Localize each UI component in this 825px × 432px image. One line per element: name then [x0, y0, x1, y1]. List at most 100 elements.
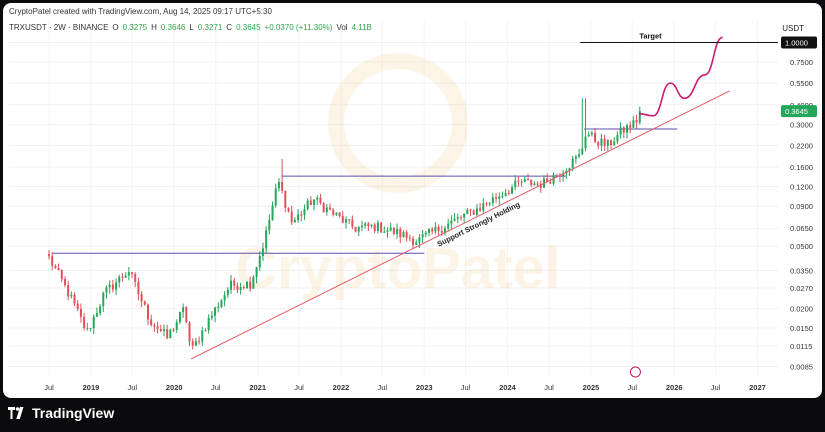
candle-body — [610, 140, 613, 146]
candle-body — [491, 197, 494, 204]
candle-body — [115, 282, 118, 290]
candle-body — [590, 132, 593, 135]
candle-body — [549, 182, 552, 184]
candle-body — [396, 229, 399, 234]
y-tick-label: 0.0085 — [790, 362, 813, 371]
x-tick-label: 2026 — [666, 383, 683, 392]
footer: TradingView — [8, 405, 114, 421]
candle-body — [245, 281, 248, 288]
candle-body — [236, 285, 239, 291]
candle-body — [316, 197, 319, 200]
candle-body — [121, 276, 124, 278]
candle-body — [479, 208, 482, 211]
candle-body — [507, 193, 510, 195]
candle-body — [360, 225, 363, 228]
target-label: Target — [639, 31, 662, 40]
candle-body — [562, 173, 565, 176]
candle-body — [495, 197, 498, 199]
candle-body — [447, 223, 450, 229]
x-tick-label: 2021 — [249, 383, 266, 392]
support-trendline[interactable] — [190, 90, 730, 360]
candle-body — [453, 218, 456, 221]
candle-body — [230, 280, 233, 290]
candle-body — [616, 134, 619, 142]
candle-body — [380, 222, 383, 233]
candle-body — [188, 322, 191, 342]
candle-body — [290, 211, 293, 223]
y-tick-label: 0.0350 — [790, 266, 813, 275]
candle-body — [124, 275, 127, 278]
candle-body — [431, 228, 434, 232]
candle-body — [102, 292, 105, 307]
horizontal-levels — [52, 128, 678, 254]
candle-body — [118, 276, 121, 283]
candle-body — [459, 217, 462, 219]
candle-body — [552, 174, 555, 184]
low-label: L — [189, 23, 194, 32]
projection-curve — [639, 36, 723, 117]
candle-body — [498, 196, 501, 199]
volume-label: Vol — [336, 23, 348, 32]
candle-body — [207, 317, 210, 331]
candle-body — [424, 232, 427, 235]
lightning-icon — [629, 366, 641, 378]
tradingview-brand: TradingView — [32, 405, 115, 421]
candle-body — [204, 330, 207, 332]
target-price-tag — [781, 36, 817, 49]
candle-body — [70, 294, 73, 297]
high-label: H — [151, 23, 157, 32]
candle-body — [48, 254, 50, 257]
candle-body — [415, 242, 418, 245]
volume-value: 4.11B — [351, 23, 372, 32]
open-label: O — [112, 23, 119, 32]
candle-body — [456, 217, 459, 219]
candle-body — [319, 197, 322, 204]
candle-body — [613, 141, 616, 146]
candle-body — [60, 270, 63, 280]
x-tick-label: Jul — [127, 383, 137, 392]
trendline-line — [190, 90, 730, 360]
candle-body — [344, 219, 347, 223]
candle-body — [437, 226, 440, 231]
x-tick-label: 2024 — [499, 383, 517, 392]
watermark-text: CryptoPatel — [235, 236, 561, 301]
candle-body — [150, 319, 153, 325]
price-chart[interactable]: CryptoPatel 1.00000.75000.55000.40000.30… — [3, 3, 822, 398]
candle-body — [57, 268, 60, 271]
candle-body — [383, 231, 386, 233]
candle-body — [300, 214, 303, 216]
symbol-label[interactable]: TRXUSDT · 2W · BINANCE — [9, 23, 109, 32]
y-tick-label: 0.2200 — [790, 141, 813, 150]
candle-body — [351, 219, 354, 227]
candle-body — [450, 220, 453, 224]
candle-body — [587, 134, 590, 137]
candle-body — [463, 214, 466, 218]
candle-body — [137, 281, 140, 295]
candle-body — [63, 279, 66, 286]
close-label: C — [226, 23, 233, 32]
candle-body — [469, 209, 472, 211]
candle-body — [287, 207, 290, 212]
symbol-info-bar: TRXUSDT · 2W · BINANCE O 0.3275 H 0.3646 L… — [9, 23, 372, 32]
candle-body — [127, 272, 130, 276]
candle-body — [514, 180, 517, 188]
candle-body — [325, 207, 328, 213]
candle-body — [335, 212, 338, 215]
candle-body — [386, 230, 389, 232]
candle-body — [581, 148, 584, 155]
candle-body — [399, 229, 402, 238]
candle-body — [95, 313, 98, 317]
x-tick-label: Jul — [627, 383, 637, 392]
candle-body — [274, 188, 277, 206]
candle-body — [511, 187, 514, 194]
candle-body — [485, 203, 488, 205]
candle-body — [329, 207, 332, 210]
candle-body — [364, 223, 367, 226]
candle-body — [574, 156, 577, 159]
candle-body — [622, 127, 625, 133]
candle-body — [265, 230, 268, 249]
candle-body — [242, 287, 245, 289]
candle-body — [389, 227, 392, 231]
candle-body — [51, 256, 54, 266]
candle-body — [153, 324, 156, 327]
